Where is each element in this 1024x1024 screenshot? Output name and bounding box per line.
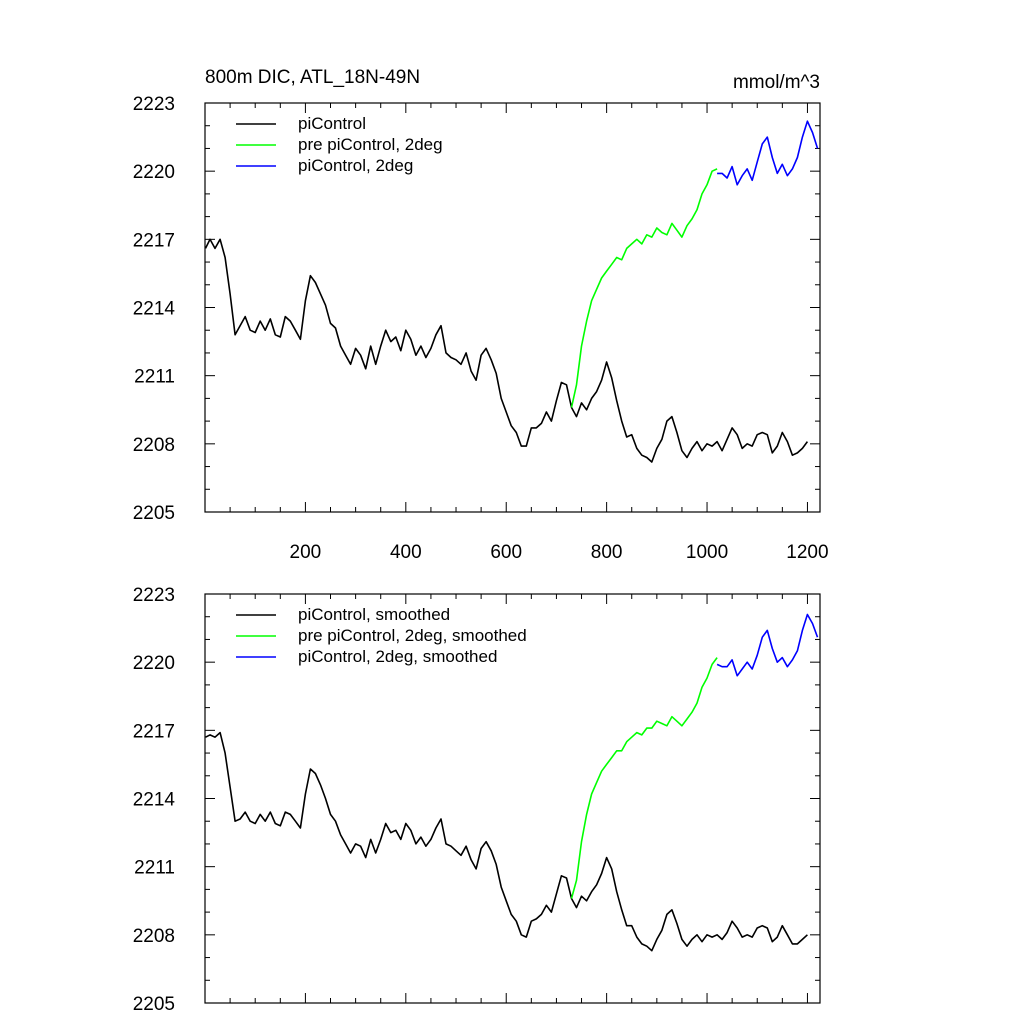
y-tick-label: 2208 [133,435,175,456]
y-tick-label: 2211 [134,367,175,388]
y-tick-label: 2217 [133,721,175,742]
series-line-2 [717,120,819,186]
y-tick-label: 2220 [133,162,175,183]
panel-top: 2205 2208 2211 2214 2217 2220 2223 200 400 600 800… [133,67,829,563]
x-tick-label: 800 [591,542,623,563]
y-tick-label: 2214 [133,790,176,811]
chart-title: 800m DIC, ATL_18N-49N [205,67,420,88]
x-tick-label: 1000 [686,542,728,563]
legend-label: pre piControl, 2deg, smoothed [298,626,527,645]
y-tick-label: 2205 [133,503,175,524]
legend-label: piControl, 2deg [298,156,413,175]
legend-label: pre piControl, 2deg [298,135,443,154]
units-label: mmol/m^3 [733,72,820,93]
series-line-1 [570,657,718,899]
series-line-0 [205,731,808,952]
y-tick-label: 2214 [133,299,176,320]
x-tick-label: 400 [390,542,422,563]
legend-label: piControl, 2deg, smoothed [298,647,497,666]
y-tick-label: 2205 [133,994,175,1015]
x-tick-label: 200 [290,542,322,563]
series-line-0 [204,238,809,463]
panel-bottom: 2205 2208 2211 2214 2217 2220 2223 piControl, s… [133,585,821,1015]
y-tick-label: 2223 [133,585,175,606]
x-tick-label: 600 [490,542,522,563]
y-tick-label: 2208 [133,926,175,947]
y-tick-label: 2220 [133,653,175,674]
series-line-1 [570,168,718,408]
y-tick-label: 2223 [133,94,175,115]
x-tick-label: 1200 [786,542,828,563]
legend-label: piControl [298,114,366,133]
legend-label: piControl, smoothed [298,605,450,624]
y-tick-label: 2211 [134,858,175,879]
series-line-2 [716,613,819,677]
y-tick-label: 2217 [133,230,175,251]
